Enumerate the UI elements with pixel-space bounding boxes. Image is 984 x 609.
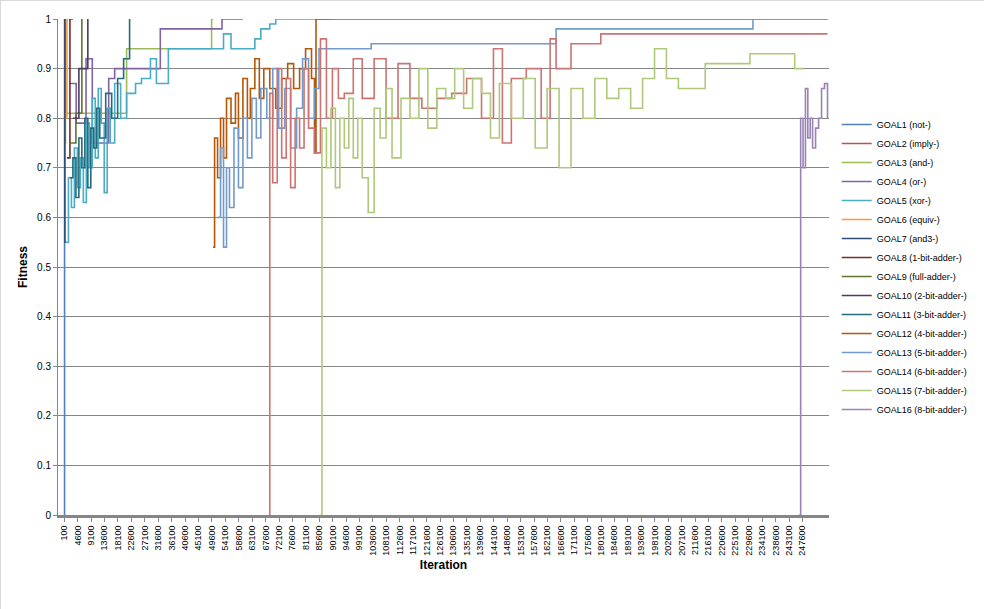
svg-text:13600: 13600 — [99, 526, 109, 551]
svg-text:180100: 180100 — [596, 526, 606, 556]
svg-text:76600: 76600 — [287, 526, 297, 551]
svg-text:216100: 216100 — [703, 526, 713, 556]
svg-text:148600: 148600 — [502, 526, 512, 556]
svg-text:234100: 234100 — [757, 526, 767, 556]
svg-text:100: 100 — [59, 526, 69, 541]
svg-text:202600: 202600 — [663, 526, 673, 556]
svg-text:225100: 225100 — [730, 526, 740, 556]
svg-text:GOAL14 (6-bit-adder-): GOAL14 (6-bit-adder-) — [877, 367, 967, 377]
svg-text:GOAL15 (7-bit-adder-): GOAL15 (7-bit-adder-) — [877, 386, 967, 396]
svg-text:99100: 99100 — [354, 526, 364, 551]
svg-text:126100: 126100 — [435, 526, 445, 556]
svg-text:0.5: 0.5 — [37, 262, 51, 273]
svg-text:63100: 63100 — [247, 526, 257, 551]
svg-text:GOAL16 (8-bit-adder-): GOAL16 (8-bit-adder-) — [877, 405, 967, 415]
svg-text:117100: 117100 — [408, 526, 418, 555]
svg-text:54100: 54100 — [220, 526, 230, 551]
svg-text:94600: 94600 — [341, 526, 351, 551]
svg-text:22600: 22600 — [126, 526, 136, 551]
svg-text:198100: 198100 — [650, 526, 660, 556]
svg-text:121600: 121600 — [422, 526, 432, 556]
svg-text:220600: 220600 — [717, 526, 727, 556]
svg-text:243100: 243100 — [784, 526, 794, 556]
svg-text:GOAL1 (not-): GOAL1 (not-) — [877, 120, 931, 130]
svg-text:GOAL9 (full-adder-): GOAL9 (full-adder-) — [877, 272, 956, 282]
svg-text:90100: 90100 — [328, 526, 338, 551]
svg-text:49600: 49600 — [207, 526, 217, 551]
svg-text:0.7: 0.7 — [37, 162, 51, 173]
svg-text:130600: 130600 — [448, 526, 458, 556]
svg-text:0: 0 — [45, 510, 51, 521]
svg-text:0.9: 0.9 — [37, 63, 51, 74]
svg-text:112600: 112600 — [395, 526, 405, 555]
svg-text:103600: 103600 — [368, 526, 378, 556]
svg-text:GOAL4 (or-): GOAL4 (or-) — [877, 177, 927, 187]
svg-text:229600: 229600 — [744, 526, 754, 556]
svg-text:4600: 4600 — [73, 526, 83, 546]
svg-text:1: 1 — [45, 14, 51, 25]
svg-text:0.1: 0.1 — [37, 460, 51, 471]
svg-text:Iteration: Iteration — [420, 558, 467, 572]
svg-text:135100: 135100 — [462, 526, 472, 556]
svg-text:171100: 171100 — [569, 526, 579, 555]
svg-text:58600: 58600 — [234, 526, 244, 551]
svg-text:211600: 211600 — [690, 526, 700, 555]
svg-text:40600: 40600 — [180, 526, 190, 551]
svg-text:139600: 139600 — [475, 526, 485, 556]
svg-text:85600: 85600 — [314, 526, 324, 551]
svg-text:31600: 31600 — [153, 526, 163, 551]
svg-text:GOAL6 (equiv-): GOAL6 (equiv-) — [877, 215, 940, 225]
svg-text:GOAL7 (and3-): GOAL7 (and3-) — [877, 234, 939, 244]
svg-text:9100: 9100 — [86, 526, 96, 546]
svg-text:0.3: 0.3 — [37, 361, 51, 372]
svg-text:GOAL12 (4-bit-adder-): GOAL12 (4-bit-adder-) — [877, 329, 967, 339]
svg-text:189100: 189100 — [623, 526, 633, 556]
svg-text:18100: 18100 — [113, 526, 123, 551]
svg-text:45100: 45100 — [193, 526, 203, 551]
svg-text:144100: 144100 — [489, 526, 499, 556]
svg-text:81100: 81100 — [301, 526, 311, 550]
svg-text:GOAL3 (and-): GOAL3 (and-) — [877, 158, 934, 168]
svg-text:GOAL11 (3-bit-adder-): GOAL11 (3-bit-adder-) — [877, 310, 966, 320]
svg-text:166600: 166600 — [556, 526, 566, 556]
svg-text:207100: 207100 — [677, 526, 687, 556]
svg-text:0.6: 0.6 — [37, 212, 51, 223]
svg-text:36100: 36100 — [167, 526, 177, 551]
svg-text:108100: 108100 — [381, 526, 391, 556]
svg-text:247600: 247600 — [797, 526, 807, 556]
svg-text:193600: 193600 — [636, 526, 646, 556]
svg-text:72100: 72100 — [274, 526, 284, 551]
svg-text:238600: 238600 — [771, 526, 781, 556]
svg-text:153100: 153100 — [516, 526, 526, 556]
svg-text:GOAL2 (imply-): GOAL2 (imply-) — [877, 139, 940, 149]
svg-text:157600: 157600 — [529, 526, 539, 556]
svg-text:175600: 175600 — [583, 526, 593, 556]
svg-text:GOAL8 (1-bit-adder-): GOAL8 (1-bit-adder-) — [877, 253, 962, 263]
svg-text:27100: 27100 — [140, 526, 150, 551]
svg-text:184600: 184600 — [609, 526, 619, 556]
svg-text:Fitness: Fitness — [16, 246, 30, 288]
svg-text:162100: 162100 — [542, 526, 552, 556]
svg-text:0.2: 0.2 — [37, 410, 51, 421]
svg-text:GOAL5 (xor-): GOAL5 (xor-) — [877, 196, 931, 206]
svg-text:GOAL13 (5-bit-adder-): GOAL13 (5-bit-adder-) — [877, 348, 967, 358]
svg-text:67600: 67600 — [261, 526, 271, 551]
svg-text:0.4: 0.4 — [37, 311, 51, 322]
svg-text:GOAL10 (2-bit-adder-): GOAL10 (2-bit-adder-) — [877, 291, 967, 301]
svg-text:0.8: 0.8 — [37, 113, 51, 124]
